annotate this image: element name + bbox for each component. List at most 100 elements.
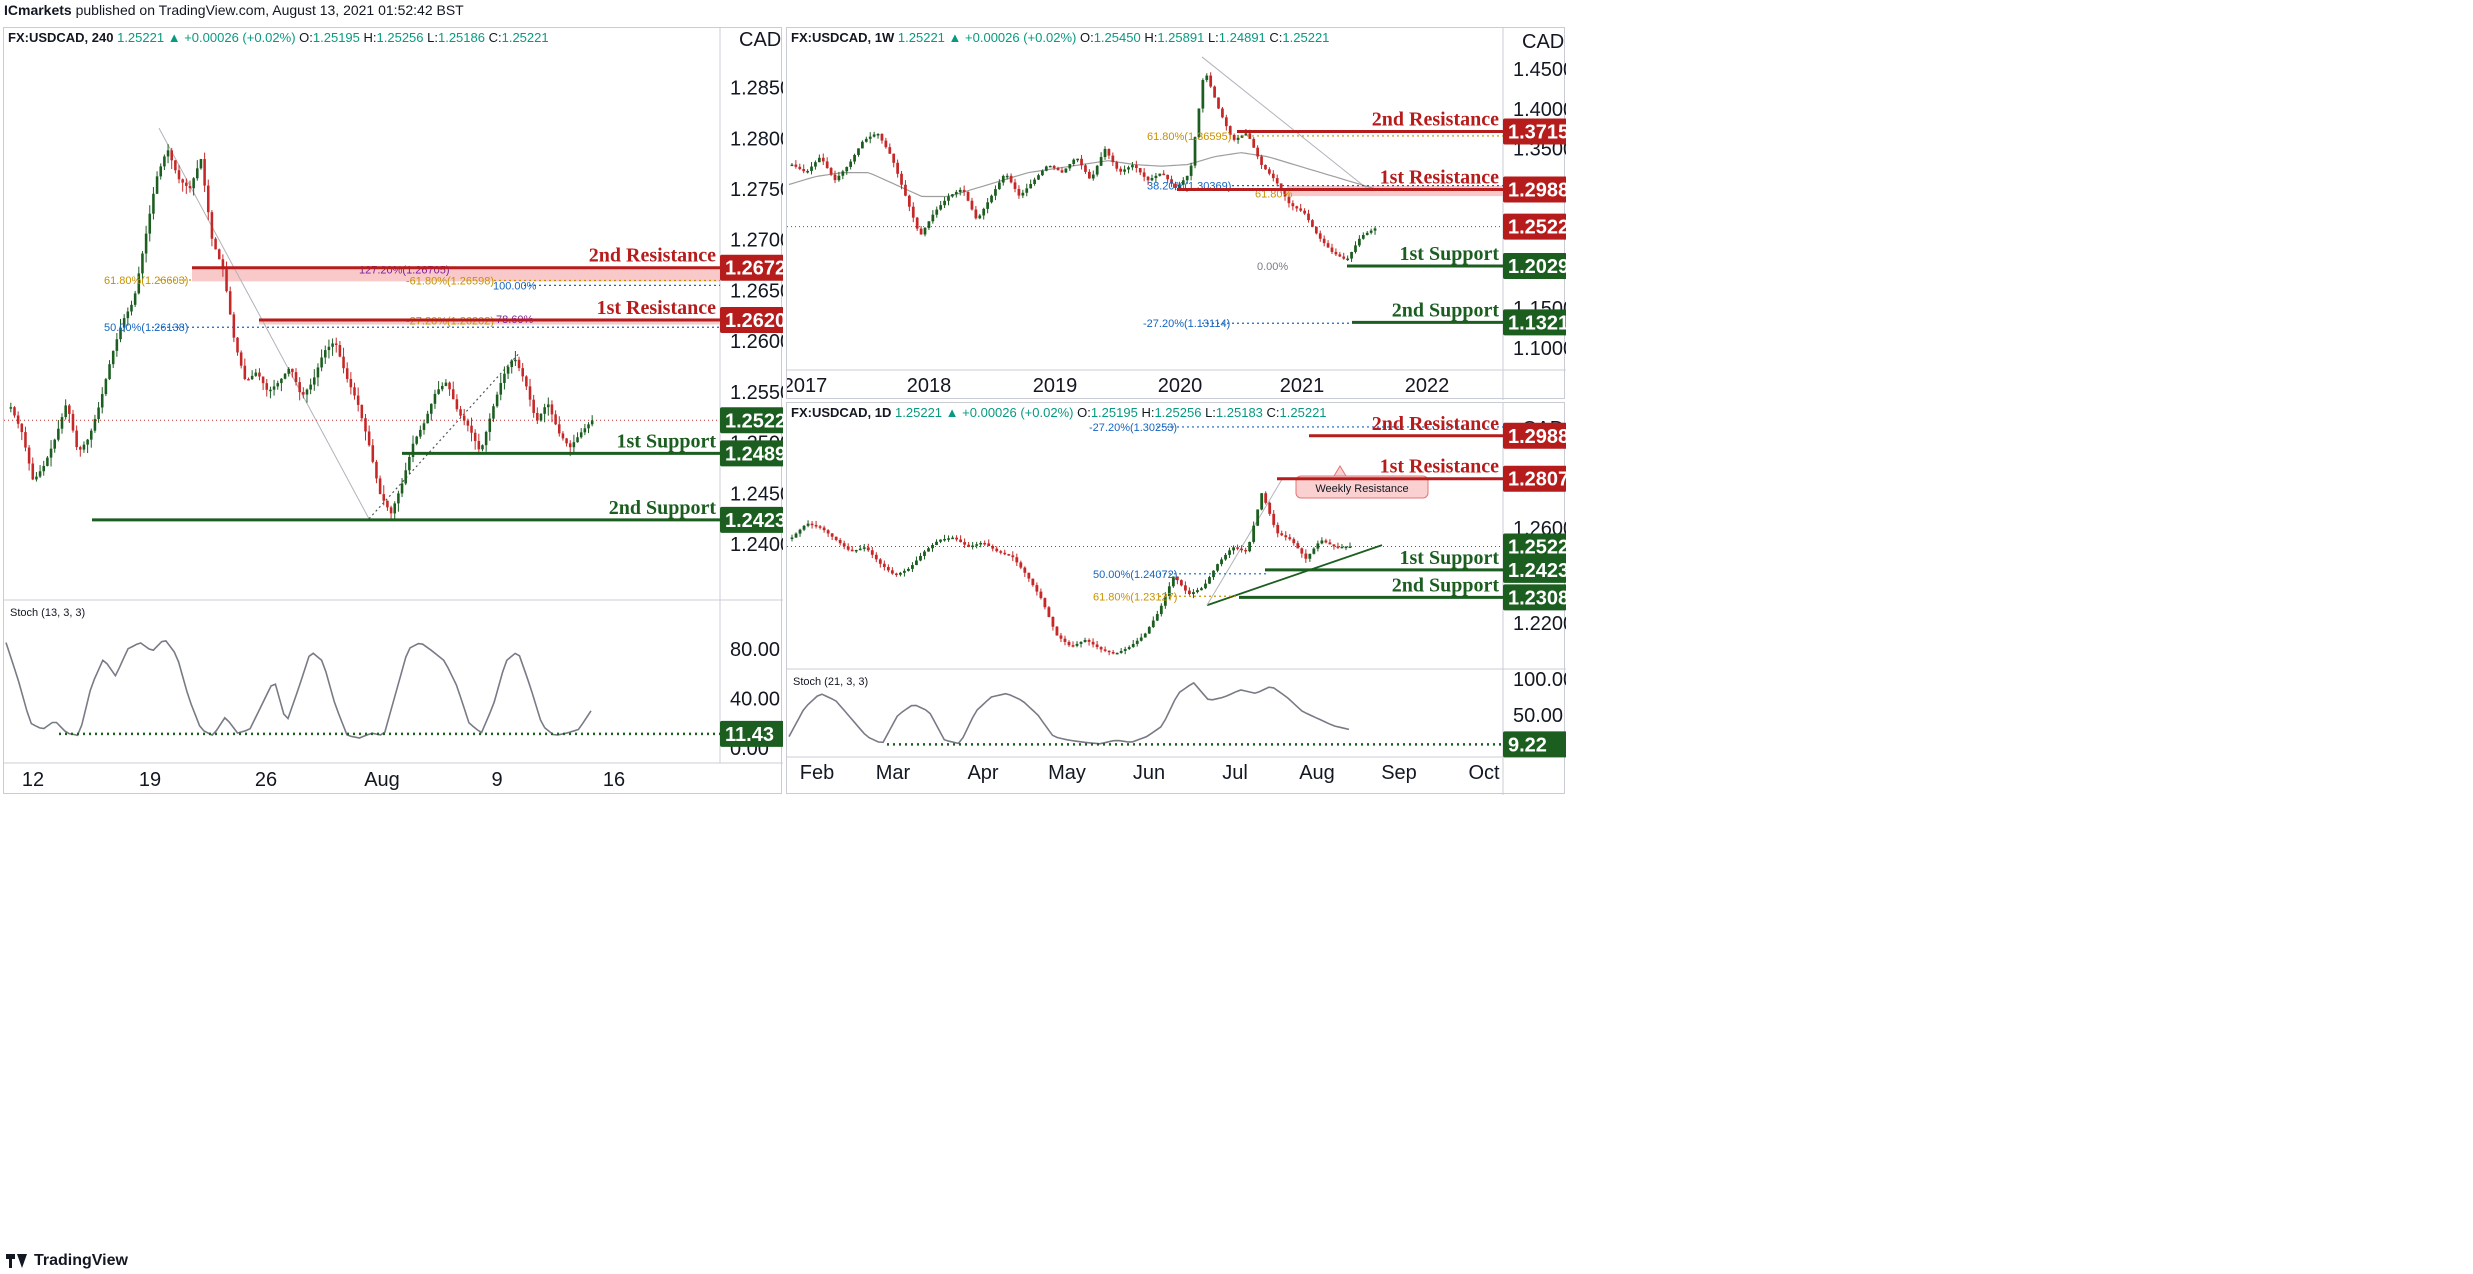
candle-body — [1193, 137, 1197, 166]
candle-body — [900, 173, 903, 185]
candle-body — [990, 195, 993, 203]
candle-body — [1055, 626, 1059, 636]
author-name[interactable]: ICmarkets — [4, 2, 72, 18]
candle-body — [833, 174, 837, 181]
candle-body — [923, 551, 926, 556]
candle-body — [353, 387, 356, 396]
symbol-legend: FX:USDCAD, 240 1.25221 ▲ +0.00026 (+0.02… — [8, 30, 549, 45]
candle-body — [1224, 117, 1228, 127]
chart-panel-h4[interactable]: FX:USDCAD, 240 1.25221 ▲ +0.00026 (+0.02… — [3, 27, 783, 795]
candle-body — [360, 404, 364, 419]
candle-body — [276, 383, 280, 387]
chart-canvas-d1[interactable]: 1.260001.240001.22000CADFebMarAprMayJunJ… — [787, 403, 1566, 795]
candle-body — [1217, 97, 1220, 109]
candle-body — [364, 418, 367, 432]
candle-body — [1365, 232, 1369, 236]
candle-body — [845, 166, 849, 172]
candle-body — [1296, 543, 1300, 549]
candle-body — [1271, 173, 1275, 179]
candle-body — [1043, 598, 1047, 608]
candle-body — [806, 170, 809, 173]
stoch-tick-label: 80.00 — [730, 639, 780, 661]
candle-body — [1035, 585, 1039, 592]
chart-panel-d1[interactable]: FX:USDCAD, 1D 1.25221 ▲ +0.00026 (+0.02%… — [786, 402, 1566, 795]
candle-body — [1072, 159, 1076, 165]
candle-body — [75, 430, 78, 448]
open-value: 1.25450 — [1093, 30, 1141, 45]
stoch-title: Stoch (21, 3, 3) — [793, 676, 868, 688]
candle-body — [1369, 230, 1373, 233]
chart-canvas-h4[interactable]: 1.28500 1.28000 1.27500 1.27000 1.26500 1.260… — [4, 28, 783, 795]
x-tick-label: 2022 — [1405, 375, 1450, 397]
tradingview-footer[interactable]: TradingView — [6, 1252, 128, 1270]
candle-body — [221, 259, 225, 270]
candle-body — [1151, 620, 1155, 628]
candle-body — [1135, 640, 1139, 644]
candle-body — [1283, 190, 1287, 197]
candle-body — [1295, 206, 1299, 209]
candle-body — [822, 527, 826, 531]
candle-body — [572, 442, 576, 448]
stoch-title: Stoch (13, 3, 3) — [10, 607, 85, 619]
candle-body — [24, 432, 27, 448]
level-label: 2nd Resistance — [1372, 108, 1499, 130]
x-tick-label: 2018 — [907, 375, 952, 397]
candle-body — [217, 249, 221, 260]
candle-body — [250, 375, 254, 380]
chart-canvas-w1[interactable]: 1.450001.400001.350001.300001.250001.200… — [787, 28, 1566, 400]
x-tick-label: May — [1048, 762, 1086, 784]
candle-body — [898, 572, 902, 575]
level-price-tag — [1503, 252, 1566, 279]
candle-body — [1236, 137, 1240, 140]
candle-body — [342, 356, 345, 369]
callout-pointer — [1333, 465, 1347, 477]
level-price-tag — [1503, 118, 1566, 145]
candle-body — [907, 195, 911, 207]
candle-body — [825, 161, 829, 169]
candle-body — [1041, 170, 1044, 176]
candle-body — [880, 133, 884, 141]
candle-body — [1260, 493, 1264, 510]
candle-body — [97, 407, 100, 420]
chart-panel-w1[interactable]: FX:USDCAD, 1W 1.25221 ▲ +0.00026 (+0.02%… — [786, 27, 1566, 400]
candle-body — [882, 563, 886, 568]
candle-body — [997, 182, 1001, 190]
candle-body — [1275, 178, 1279, 184]
level-price-tag — [720, 506, 783, 533]
candle-body — [1200, 588, 1203, 591]
candle-body — [1155, 614, 1159, 621]
fib-label: 100.00% — [493, 280, 537, 292]
candle-body — [966, 191, 970, 201]
candle-body — [1264, 493, 1268, 503]
symbol-legend: FX:USDCAD, 1D 1.25221 ▲ +0.00026 (+0.02%… — [791, 405, 1327, 420]
x-tick-label: Mar — [876, 762, 911, 784]
candle-body — [1037, 175, 1040, 180]
candle-body — [1138, 168, 1142, 173]
candle-body — [1201, 80, 1205, 109]
candle-body — [1009, 175, 1013, 183]
candle-body — [422, 423, 426, 430]
candle-body — [1079, 641, 1083, 644]
y-tick-label: 1.28000 — [730, 128, 783, 150]
stoch-tick-label: 50.00 — [1513, 705, 1563, 727]
candle-body — [1303, 210, 1306, 214]
candle-body — [1252, 138, 1256, 148]
x-tick-label: 2020 — [1158, 375, 1203, 397]
candle-body — [188, 185, 192, 189]
candle-body — [291, 368, 294, 373]
candle-body — [415, 436, 418, 444]
candle-body — [868, 136, 872, 139]
candle-body — [894, 573, 898, 576]
up-arrow-icon: ▲ — [945, 405, 959, 420]
x-tick-label: Jul — [1222, 762, 1248, 784]
candle-body — [1213, 86, 1216, 98]
candle-body — [327, 346, 331, 351]
candle-body — [1314, 226, 1318, 234]
publish-header: ICmarkets published on TradingView.com, … — [4, 2, 464, 18]
candle-body — [334, 343, 338, 346]
x-tick-label: 16 — [603, 769, 625, 791]
fib-label: 50.00%(1.24072) — [1093, 569, 1177, 581]
candle-body — [1260, 156, 1263, 165]
candle-body — [849, 161, 853, 167]
